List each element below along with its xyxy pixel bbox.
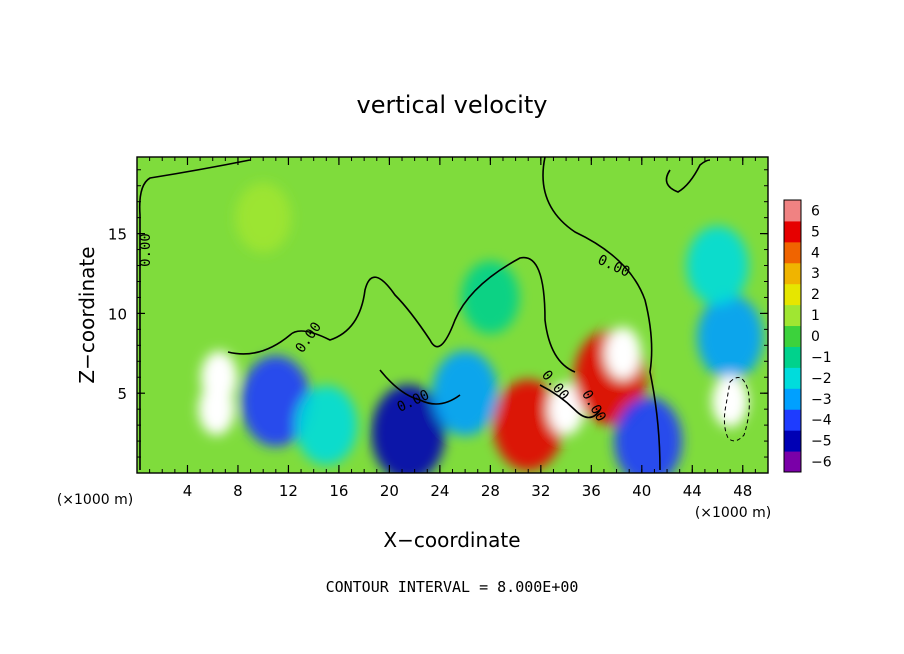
colorbar-tick-label: −5 [811,434,832,450]
y-tick-label: 5 [117,385,127,403]
colorbar-tick-label: 6 [811,203,820,219]
contour-zero-middle [227,256,576,373]
y-axis-label: Z−coordinate [75,246,99,383]
x-tick-label: 24 [430,482,449,500]
colorbar-tick-label: 4 [811,245,820,261]
velocity-cell-3 [295,385,358,465]
colorbar-swatch [784,304,801,327]
x-tick-label: 16 [329,482,348,500]
colorbar-swatch [784,220,801,243]
y-tick-label: 15 [108,226,127,244]
colorbar-tick-label: 3 [811,266,820,282]
colorbar-swatch [784,200,801,222]
x-tick-label: 28 [481,482,500,500]
colorbar-swatch [784,346,801,368]
colorbar-swatch [784,451,801,473]
colorbar-tick-label: −3 [811,392,832,408]
chart-title: vertical velocity [357,91,548,119]
colorbar-swatch [784,262,801,285]
velocity-cell-6 [493,379,564,471]
colorbar-tick-label: −2 [811,371,832,387]
colorbar-tick-label: −6 [811,455,832,471]
contour-label-1: 0.00 [138,233,154,267]
velocity-cell-10 [614,397,683,473]
colorbar-tick-label: 1 [811,308,820,324]
colorbar-ticks: 6 5 4 3 2 1 0 −1 −2 −3 −4 −5 −6 [811,203,832,470]
velocity-cell-1 [198,383,235,436]
x-tick-label: 48 [733,482,752,500]
velocity-cell-7 [548,383,585,436]
x-tick-label: 36 [582,482,601,500]
velocity-cell-14 [686,226,749,306]
x-tick-label: 4 [183,482,193,500]
y-tick-label: 10 [108,305,127,323]
colorbar-swatch [784,388,801,410]
velocity-cell-12 [712,375,749,428]
colorbar-tick-label: 0 [811,329,820,345]
contour-zero-right [542,157,661,471]
x-tick-label: 32 [531,482,550,500]
x-tick-label: 20 [380,482,399,500]
velocity-cell-4 [371,384,446,473]
colorbar-swatch [784,367,801,389]
x-tick-label: 8 [233,482,243,500]
velocity-cell-5 [432,350,499,436]
x-tick-label: 12 [279,482,298,500]
x-unit-right: (×1000 m) [695,505,771,521]
colorbar-tick-label: 5 [811,224,820,240]
plot-area: 0.00 0.00 0.00 0.00 0.00 0.00 [137,157,768,473]
velocity-cell-2 [240,355,311,447]
contour-zero-top-right [665,159,711,193]
velocity-cell-13 [461,260,520,334]
colorbar-swatch [784,325,801,347]
x-unit-left: (×1000 m) [57,492,133,508]
colorbar-tick-label: 2 [811,287,820,303]
contour-zero-right-lower [539,384,601,419]
colorbar-tick-label: −4 [811,413,832,429]
colorbar-swatch [784,283,801,306]
velocity-field [198,182,764,473]
colorbar-frame [783,199,802,473]
colorbar-swatch [784,241,801,264]
contour-zero-lower [379,369,461,405]
velocity-cell-15 [235,182,292,253]
x-tick-label: 44 [683,482,702,500]
colorbar [784,200,801,473]
contour-interval-footer: CONTOUR INTERVAL = 8.000E+00 [326,578,579,596]
colorbar-swatch [784,409,801,431]
velocity-cell-11 [697,294,764,380]
contour-negative-dashed [723,377,750,442]
colorbar-swatch [784,430,801,452]
x-tick-label: 40 [632,482,651,500]
x-axis-label: X−coordinate [383,528,520,552]
y-axis-ticks: 5 10 15 [108,169,768,458]
x-axis-ticks: 4 8 12 16 20 24 28 32 36 40 44 48 [149,157,756,500]
velocity-cell-9 [604,327,641,380]
colorbar-tick-label: −1 [811,350,832,366]
